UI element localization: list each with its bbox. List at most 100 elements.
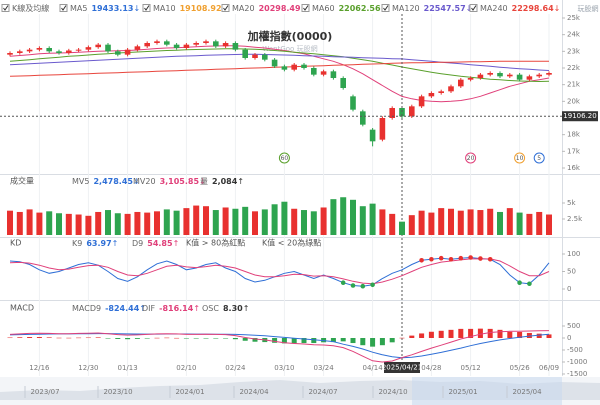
brand-logo: 玩股網 xyxy=(578,4,599,13)
chart-title: 加權指數(0000) xyxy=(247,29,333,43)
candle-body xyxy=(507,74,513,77)
x-tick-label: 03/10 xyxy=(274,364,294,372)
volume-bar xyxy=(438,208,445,235)
candle-body xyxy=(320,71,327,75)
crosshair-date-label: 2025/04/21 xyxy=(382,364,422,372)
candle-body xyxy=(232,43,239,50)
kd-dot xyxy=(429,256,434,262)
candle-body xyxy=(546,73,552,75)
legend-item: 量 2,084↑ xyxy=(200,177,244,186)
candle-body xyxy=(262,54,268,60)
volume-bar xyxy=(193,205,200,235)
osc-bar xyxy=(76,337,82,339)
legend-value: 54.85 xyxy=(147,239,173,248)
navigator-label: 2024/04 xyxy=(239,388,269,396)
volume-bar xyxy=(428,212,435,235)
candle-body xyxy=(144,43,150,47)
legend-checkbox[interactable] xyxy=(142,4,151,12)
crosshair-date-box xyxy=(384,362,420,373)
x-tick-label: 05/26 xyxy=(510,364,531,372)
legend-checkbox[interactable] xyxy=(1,4,10,12)
volume-bar xyxy=(271,204,278,235)
osc-bar xyxy=(27,337,33,338)
legend-item: MA5 19433.13↓ xyxy=(70,4,140,13)
candle-body xyxy=(301,64,307,68)
osc-bar xyxy=(272,338,278,343)
volume-bar xyxy=(448,208,454,235)
osc-bar xyxy=(242,338,248,341)
legend-value: 3,105.85 xyxy=(160,177,200,186)
volume-bar xyxy=(242,206,249,235)
signal-marker xyxy=(465,152,477,164)
legend-checkbox[interactable] xyxy=(59,4,68,12)
volume-bar xyxy=(369,203,376,235)
legend-name: MA5 xyxy=(70,4,87,13)
legend-trend: ↓ xyxy=(133,4,140,13)
osc-bar xyxy=(389,338,395,343)
legend-checkbox[interactable] xyxy=(469,4,478,12)
kd-dot xyxy=(340,280,346,286)
volume-bar xyxy=(340,197,347,235)
volume-bar xyxy=(203,206,209,235)
osc-bar xyxy=(507,331,513,338)
legend-checkbox[interactable] xyxy=(221,4,230,12)
osc-bar xyxy=(536,333,542,338)
volume-bar xyxy=(516,212,523,235)
legend-value: 2,084 xyxy=(212,177,238,186)
volume-bar xyxy=(261,209,268,235)
candle-body xyxy=(350,96,356,110)
signal-marker xyxy=(514,152,526,164)
legend-checkbox[interactable] xyxy=(301,4,310,12)
volume-bar xyxy=(105,210,111,235)
y-tick-label: 25k xyxy=(567,14,581,22)
candle-body xyxy=(203,41,209,43)
volume-bar xyxy=(330,199,337,235)
kd-dot xyxy=(370,282,375,288)
volume-bar xyxy=(114,213,121,235)
legend-name: MV20 xyxy=(133,177,156,186)
volume-bar xyxy=(291,208,298,235)
navigator-label: 2024/07 xyxy=(308,388,337,396)
y-tick-label: 100 xyxy=(567,250,580,258)
candle-body xyxy=(516,74,523,80)
x-tick-label: 12/16 xyxy=(29,364,50,372)
candle-body xyxy=(154,41,160,43)
volume-bar xyxy=(26,209,33,235)
candle-body xyxy=(26,49,33,52)
legend-trend: ↓ xyxy=(133,177,140,186)
candle-body xyxy=(75,49,82,51)
volume-bar xyxy=(163,209,170,235)
y-tick-label: 16k xyxy=(567,164,581,172)
osc-bar xyxy=(379,338,385,346)
navigator-window[interactable] xyxy=(412,377,562,405)
legend-trend: ↑ xyxy=(237,177,244,186)
navigator[interactable] xyxy=(0,377,600,405)
osc-bar xyxy=(458,328,464,338)
osc-bar xyxy=(360,338,366,346)
candle-body xyxy=(56,51,62,53)
osc-bar xyxy=(193,338,199,339)
volume-bar xyxy=(526,213,533,235)
legend-item: DIF -816.14↑ xyxy=(142,304,200,313)
candle-body xyxy=(173,44,180,48)
candle-body xyxy=(271,59,278,67)
osc-bar xyxy=(95,337,101,338)
legend-value: 22062.56 xyxy=(339,4,381,13)
legend-trend: ↓ xyxy=(199,177,206,186)
candle-body xyxy=(340,78,346,88)
osc-bar xyxy=(487,328,493,338)
legend-checkbox[interactable] xyxy=(381,4,390,12)
x-tick-label: 02/10 xyxy=(176,364,196,372)
kd-note: K值 < 20為綠點 xyxy=(262,238,321,248)
candle-body xyxy=(281,66,288,70)
kd-dot xyxy=(517,280,522,286)
legend-value: -816.14 xyxy=(159,304,194,313)
y-tick-label: 0 xyxy=(567,334,571,342)
volume-bar xyxy=(301,210,307,235)
watermark: WantGoo 玩股網 xyxy=(262,44,317,53)
osc-bar xyxy=(213,338,219,339)
y-tick-label: 18k xyxy=(567,131,581,139)
legend-value: 22547.57 xyxy=(424,4,466,13)
candle-body xyxy=(66,50,72,53)
